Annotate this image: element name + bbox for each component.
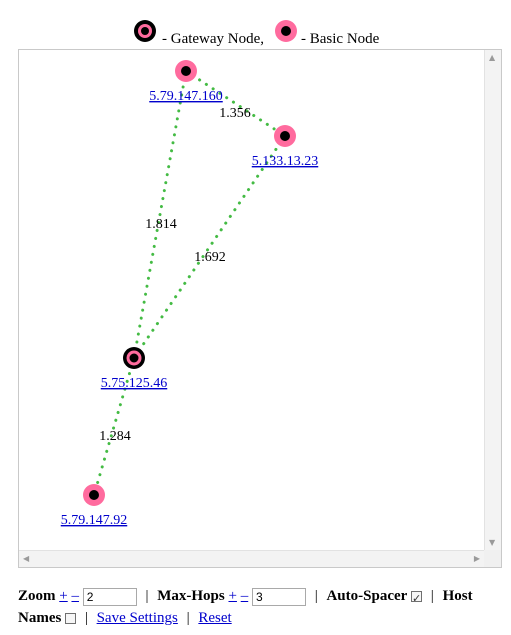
node-link-n3[interactable]: 5.75.125.46: [101, 376, 168, 391]
save-settings-link[interactable]: Save Settings: [96, 610, 178, 626]
basic-node-icon[interactable]: [175, 60, 197, 82]
edge-line: [184, 69, 287, 138]
max-hops-decrease-link[interactable]: –: [240, 588, 249, 604]
edge-latency-label: 1.814: [145, 217, 177, 232]
host-names-label-part2: Names: [18, 610, 62, 626]
max-hops-input[interactable]: [251, 587, 306, 606]
scroll-left-arrow-icon[interactable]: ◀: [23, 554, 30, 563]
zoom-input[interactable]: [82, 587, 137, 606]
scroll-down-arrow-icon[interactable]: ▼: [489, 538, 496, 547]
node-link-n2[interactable]: 5.133.13.23: [252, 154, 319, 169]
gateway-node-icon[interactable]: [123, 347, 145, 369]
max-hops-label: Max-Hops: [157, 588, 225, 604]
basic-node-icon[interactable]: [83, 484, 105, 506]
max-hops-increase-link[interactable]: +: [228, 588, 237, 604]
edge-latency-label: 1.284: [99, 429, 131, 444]
separator: |: [84, 610, 88, 626]
zoom-in-link[interactable]: +: [59, 588, 68, 604]
basic-node-icon[interactable]: [274, 125, 296, 147]
node-link-n1[interactable]: 5.79.147.160: [149, 89, 223, 104]
auto-spacer-label: Auto-Spacer: [326, 588, 408, 604]
auto-spacer-checkbox[interactable]: [411, 588, 423, 610]
legend: - Gateway Node, - Basic Node: [0, 20, 511, 50]
separator: |: [430, 588, 434, 604]
edge-latency-label: 1.692: [194, 250, 226, 265]
zoom-out-link[interactable]: –: [71, 588, 79, 604]
edge-line: [92, 356, 136, 497]
node-link-n4[interactable]: 5.79.147.92: [61, 513, 128, 528]
host-names-label-part1: Host: [442, 588, 473, 604]
basic-node-legend-label: - Basic Node: [301, 31, 380, 47]
network-map-viewport[interactable]: 1.356 1.814 1.692 1.284 5.79.147.160 5.133.13…: [18, 49, 502, 568]
gateway-node-legend-label: - Gateway Node,: [162, 31, 265, 47]
controls-bar: Zoom + – | Max-Hops + – | Auto-Spacer | …: [18, 585, 498, 629]
scroll-up-arrow-icon[interactable]: ▲: [489, 53, 496, 62]
zoom-label: Zoom: [18, 588, 56, 604]
vertical-scrollbar[interactable]: ▲ ▼: [484, 50, 501, 551]
separator: |: [145, 588, 149, 604]
edge-latency-label: 1.356: [219, 106, 251, 121]
edge-line: [132, 134, 287, 360]
scroll-right-arrow-icon[interactable]: ▶: [473, 554, 480, 563]
scrollbar-corner: [484, 550, 501, 567]
horizontal-scrollbar[interactable]: ◀ ▶: [19, 550, 484, 567]
separator: |: [186, 610, 190, 626]
network-map[interactable]: 1.356 1.814 1.692 1.284 5.79.147.160 5.133.13…: [19, 50, 484, 551]
host-names-checkbox[interactable]: [65, 613, 77, 625]
reset-link[interactable]: Reset: [198, 610, 232, 626]
edge-line: [132, 69, 188, 360]
separator: |: [314, 588, 318, 604]
